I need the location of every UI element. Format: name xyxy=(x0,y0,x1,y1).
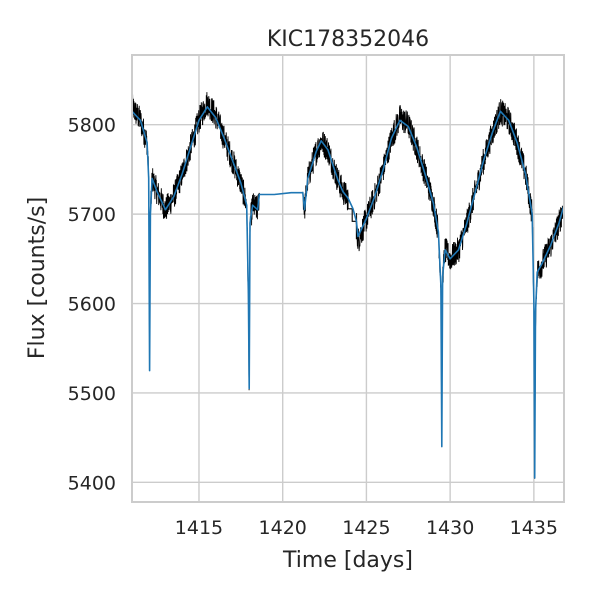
y-tick-label: 5700 xyxy=(68,204,116,226)
y-tick-label: 5800 xyxy=(68,115,116,137)
binned-flux-series xyxy=(132,106,564,479)
series-layer xyxy=(132,92,564,479)
chart-title: KIC178352046 xyxy=(267,27,429,52)
x-tick-label: 1420 xyxy=(259,517,307,539)
x-tick-label: 1430 xyxy=(426,517,474,539)
x-tick-label: 1425 xyxy=(342,517,390,539)
x-axis-label: Time [days] xyxy=(282,548,413,573)
y-tick-label: 5400 xyxy=(68,472,116,494)
tick-labels: 1415 1420 1425 1430 1435 5400 5500 5600 5700 5800 xyxy=(68,115,558,539)
x-tick-label: 1435 xyxy=(510,517,558,539)
y-tick-label: 5500 xyxy=(68,383,116,405)
y-axis-label: Flux [counts/s] xyxy=(25,197,50,359)
plot-frame xyxy=(131,54,565,503)
x-tick-label: 1415 xyxy=(175,517,223,539)
y-tick-label: 5600 xyxy=(68,294,116,316)
grid xyxy=(132,55,564,502)
